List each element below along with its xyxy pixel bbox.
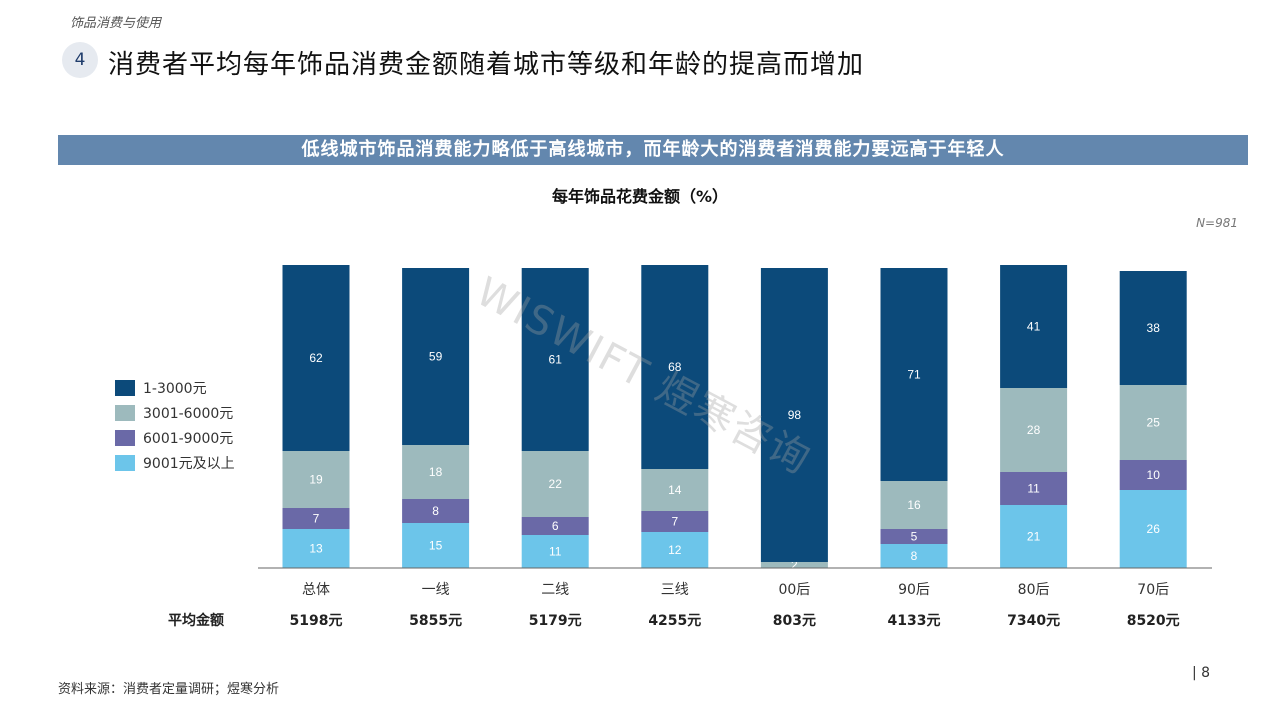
category-label: 80后 [1018, 582, 1050, 598]
bar-segment [402, 499, 470, 523]
bar-segment [521, 268, 589, 451]
data-label: 22 [549, 477, 563, 491]
legend-label-tier1: 1-3000元 [143, 380, 207, 397]
data-label: 12 [668, 543, 682, 557]
data-label: 59 [429, 350, 443, 364]
data-label: 38 [1147, 321, 1161, 335]
bar-segment [1119, 490, 1187, 568]
bar-segment [282, 451, 350, 508]
legend-label-tier2: 3001-6000元 [143, 405, 234, 422]
data-label: 7 [313, 512, 320, 526]
average-amount: 5198元 [290, 613, 343, 629]
data-label: 21 [1027, 530, 1041, 544]
legend-item-tier2: 3001-6000元 [115, 400, 235, 425]
bar-segment [1000, 505, 1068, 568]
bar-segment [282, 265, 350, 451]
average-amount: 7340元 [1007, 613, 1060, 629]
bar-segment [521, 535, 589, 568]
bar-segment [1000, 265, 1068, 388]
average-amount: 4255元 [648, 613, 701, 629]
category-label: 70后 [1137, 582, 1169, 598]
legend-swatch-tier1 [115, 379, 135, 396]
bar-segment [1119, 385, 1187, 460]
legend-item-tier4: 9001元及以上 [115, 450, 235, 475]
bar-segment [521, 517, 589, 535]
bar-segment [641, 265, 709, 469]
legend-label-tier4: 9001元及以上 [143, 455, 235, 472]
bar-segment [760, 268, 828, 562]
page-title: 消费者平均每年饰品消费金额随着城市等级和年龄的提高而增加 [108, 50, 865, 80]
bar-segment [641, 532, 709, 568]
bar-segment [880, 481, 948, 529]
source-note: 资料来源：消费者定量调研；煜寒分析 [58, 682, 280, 697]
data-label: 16 [907, 498, 921, 512]
data-label: 15 [429, 539, 443, 553]
category-label: 00后 [778, 582, 810, 598]
data-label: 8 [432, 504, 439, 518]
data-label: 98 [788, 408, 802, 422]
data-label: 5 [911, 530, 918, 544]
data-label: 13 [309, 542, 323, 556]
data-label: 2 [791, 558, 798, 572]
data-label: 11 [549, 545, 562, 559]
data-label: 26 [1147, 522, 1161, 536]
data-label: 61 [549, 353, 563, 367]
legend-swatch-tier2 [115, 404, 135, 421]
category-label: 总体 [302, 582, 330, 598]
legend-swatch-tier3 [115, 429, 135, 446]
category-label: 三线 [661, 582, 689, 598]
bar-segment [402, 445, 470, 499]
page-number: | 8 [1192, 665, 1211, 681]
data-label: 68 [668, 360, 682, 374]
bar-segment [1119, 460, 1187, 490]
data-label: 6 [552, 519, 559, 533]
bar-segment [521, 451, 589, 517]
chart-title: 每年饰品花费金额（%） [551, 187, 729, 206]
category-label: 一线 [422, 582, 450, 598]
data-label: 41 [1027, 320, 1041, 334]
data-label: 7 [671, 515, 678, 529]
average-amount: 803元 [773, 613, 816, 629]
chart-legend: 1-3000元 3001-6000元 6001-9000元 9001元及以上 [115, 375, 235, 475]
legend-item-tier3: 6001-9000元 [115, 425, 235, 450]
legend-label-tier3: 6001-9000元 [143, 430, 234, 447]
bar-segment [282, 529, 350, 568]
bar-segment [1119, 271, 1187, 385]
bar-segment [1000, 472, 1068, 505]
bar-segment [641, 511, 709, 532]
bar-segment [760, 562, 828, 568]
data-label: 14 [668, 483, 682, 497]
data-label: 71 [907, 368, 921, 382]
slide-number-badge: 4 [62, 42, 98, 78]
category-label: 90后 [898, 582, 930, 598]
bar-segment [880, 529, 948, 544]
category-label: 二线 [541, 582, 569, 598]
bar-segment [641, 469, 709, 511]
bar-segment [880, 268, 948, 481]
average-amount: 5855元 [409, 613, 462, 629]
data-label: 18 [429, 465, 443, 479]
bar-segment [282, 508, 350, 529]
data-label: 19 [309, 473, 323, 487]
average-amount: 8520元 [1127, 613, 1180, 629]
data-label: 25 [1147, 416, 1161, 430]
data-label: 11 [1027, 482, 1040, 496]
data-label: 62 [309, 351, 323, 365]
bar-segment [1000, 388, 1068, 472]
bar-segment [880, 544, 948, 568]
bar-segment [402, 268, 470, 445]
average-amount: 5179元 [529, 613, 582, 629]
legend-swatch-tier4 [115, 454, 135, 471]
data-label: 10 [1147, 468, 1161, 482]
legend-item-tier1: 1-3000元 [115, 375, 235, 400]
data-label: 8 [911, 549, 918, 563]
average-amount: 4133元 [888, 613, 941, 629]
key-finding-banner: 低线城市饰品消费能力略低于高线城市，而年龄大的消费者消费能力要远高于年轻人 [58, 135, 1248, 165]
section-label: 饰品消费与使用 [70, 16, 162, 31]
average-row-label: 平均金额 [168, 612, 224, 629]
bar-segment [402, 523, 470, 568]
sample-size-label: N=981 [1196, 216, 1238, 230]
data-label: 28 [1027, 423, 1041, 437]
